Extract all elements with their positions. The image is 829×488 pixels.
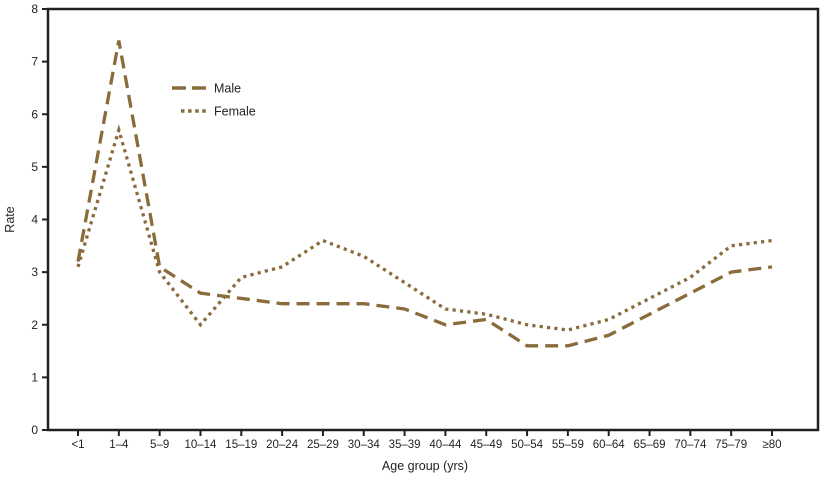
x-axis-tick-label: 20–24 <box>266 439 299 451</box>
y-axis-tick-label: 8 <box>31 2 38 16</box>
legend-male-label: Male <box>214 82 241 96</box>
x-axis-tick-label: 75–79 <box>715 439 747 451</box>
y-axis-tick-label: 1 <box>31 370 38 384</box>
x-axis-tick-label: <1 <box>71 439 84 451</box>
x-axis-tick-label: 35–39 <box>389 439 421 451</box>
y-axis-tick-label: 7 <box>31 55 38 69</box>
y-axis-tick-label: 3 <box>31 265 38 279</box>
x-axis-tick-label: 45–49 <box>470 439 502 451</box>
x-axis-tick-label: 10–14 <box>184 439 217 451</box>
y-axis-title: Rate <box>3 206 17 232</box>
legend-female-label: Female <box>214 105 256 119</box>
x-axis-tick-label: ≥80 <box>762 439 781 451</box>
x-axis-tick-label: 65–69 <box>634 439 666 451</box>
x-axis-tick-label: 70–74 <box>674 439 707 451</box>
plot-frame <box>46 7 820 432</box>
y-axis-tick-label: 4 <box>31 213 38 227</box>
male-series-line <box>76 40 773 348</box>
x-axis-tick-label: 60–64 <box>593 439 626 451</box>
x-axis-tick-label: 1–4 <box>109 439 129 451</box>
y-axis-tick-label: 2 <box>31 318 38 332</box>
x-axis-tick-label: 5–9 <box>150 439 169 451</box>
x-axis-tick-label: 25–29 <box>307 439 339 451</box>
x-axis-tick-label: 15–19 <box>225 439 257 451</box>
x-axis-tick-label: 50–54 <box>511 439 544 451</box>
x-axis-title: Age group (yrs) <box>382 459 468 473</box>
x-axis-tick-label: 40–44 <box>429 439 462 451</box>
y-axis-tick-label: 5 <box>31 160 38 174</box>
x-axis-tick-label: 30–34 <box>348 439 381 451</box>
x-axis-tick-label: 55–59 <box>552 439 584 451</box>
y-axis-tick-label: 0 <box>31 423 38 437</box>
y-axis-tick-label: 6 <box>31 107 38 121</box>
female-series-line <box>76 124 773 332</box>
